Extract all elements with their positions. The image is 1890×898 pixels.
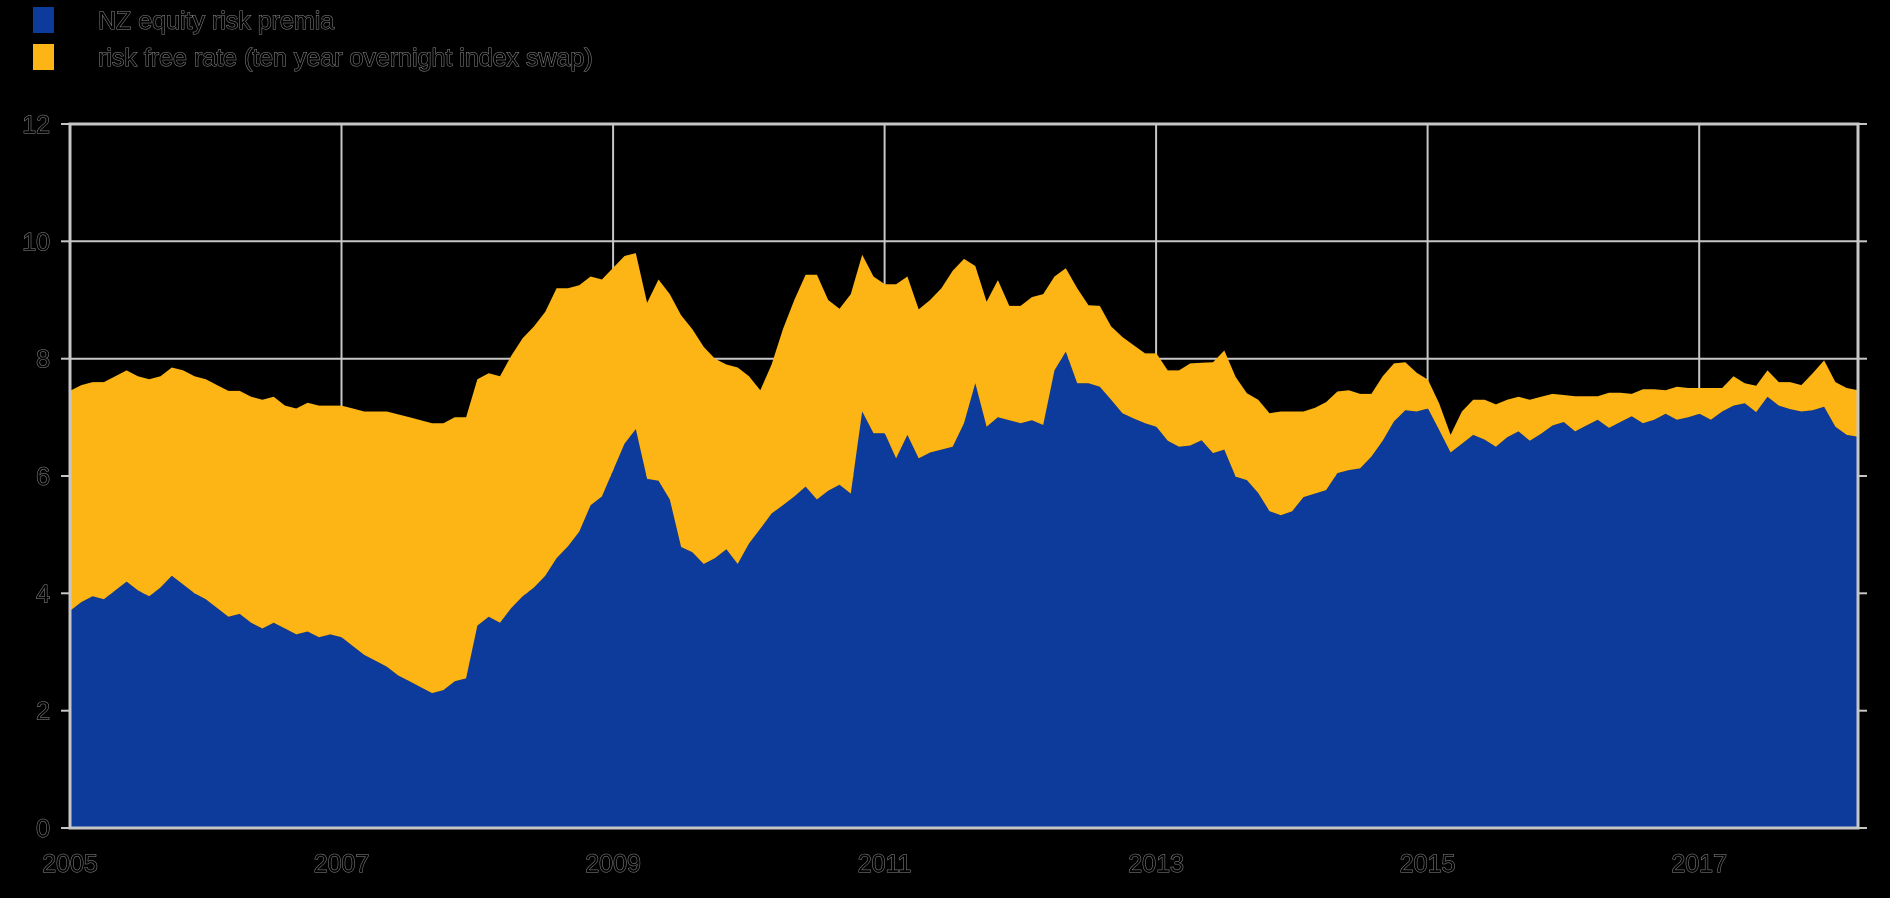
area-risk-free-rate (70, 253, 1858, 694)
legend-swatch-risk-free-rate (33, 44, 54, 70)
legend-label-equity-risk-premia: NZ equity risk premia (98, 7, 334, 35)
x-axis-tick-label: 2011 (858, 850, 912, 878)
legend-swatch-equity-risk-premia (33, 7, 54, 33)
y-axis-tick-label: 2 (36, 698, 50, 726)
x-axis-tick-label: 2005 (42, 850, 98, 878)
x-axis-tick-label: 2009 (585, 850, 641, 878)
x-axis-tick-label: 2007 (314, 850, 370, 878)
legend: NZ equity risk premia risk free rate (te… (33, 7, 593, 73)
y-axis-tick-label: 12 (22, 111, 50, 139)
x-axis-tick-label: 2015 (1400, 850, 1456, 878)
y-axis-tick-label: 4 (36, 580, 50, 608)
x-axis-tick-label: 2017 (1671, 850, 1727, 878)
y-axis-tick-label: 8 (36, 346, 50, 374)
y-axis-tick-label: 0 (36, 815, 50, 843)
legend-label-risk-free-rate: risk free rate (ten year overnight index… (98, 44, 593, 72)
x-axis-tick-label: 2013 (1128, 850, 1184, 878)
y-axis-tick-label: 6 (36, 463, 50, 491)
axis-ticks (61, 123, 1867, 829)
area-equity-risk-premia (70, 351, 1858, 828)
data-areas (70, 253, 1858, 828)
axis-labels: 12 10 8 6 4 2 0 2005 2007 2009 2011 2013 2015 2017 (22, 111, 1728, 879)
y-axis-tick-label: 10 (22, 228, 50, 256)
